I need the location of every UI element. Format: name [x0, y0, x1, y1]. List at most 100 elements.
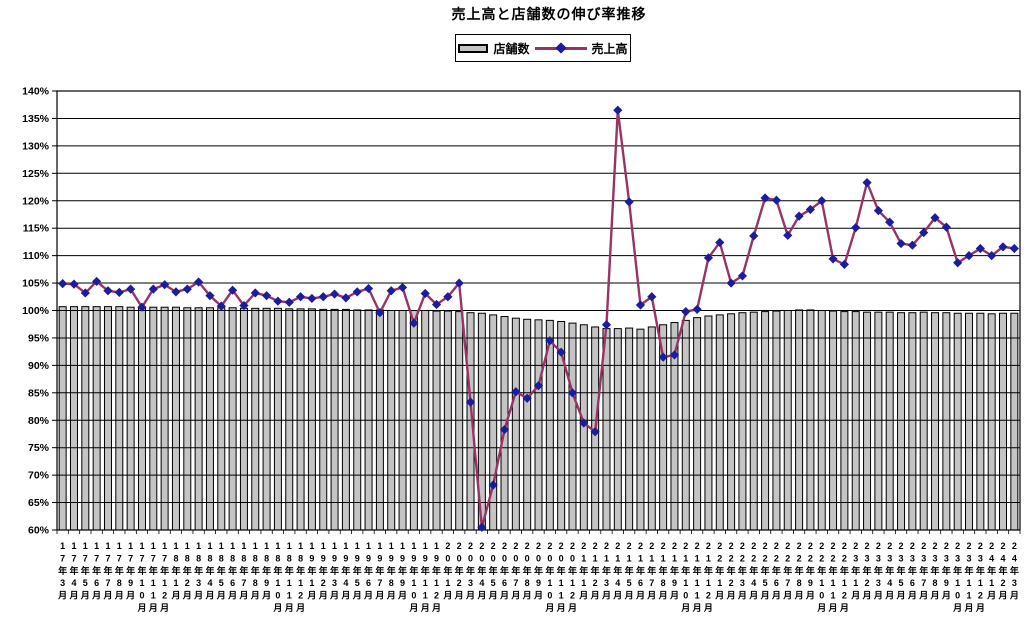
svg-text:2: 2	[842, 553, 847, 563]
svg-text:1: 1	[853, 578, 858, 588]
svg-text:年: 年	[455, 565, 464, 576]
svg-text:月: 月	[352, 591, 362, 601]
svg-text:年: 年	[353, 565, 362, 576]
svg-text:月: 月	[114, 591, 124, 601]
svg-text:年: 年	[659, 565, 668, 576]
svg-text:2: 2	[479, 541, 484, 551]
svg-text:2: 2	[672, 541, 677, 551]
svg-text:1: 1	[71, 541, 76, 551]
svg-text:4: 4	[751, 578, 756, 588]
svg-text:月: 月	[714, 591, 724, 601]
svg-text:6: 6	[94, 578, 99, 588]
svg-text:1: 1	[967, 578, 972, 588]
svg-text:年: 年	[296, 565, 305, 576]
svg-text:2: 2	[683, 541, 688, 551]
svg-text:1: 1	[411, 578, 416, 588]
svg-text:1: 1	[275, 541, 280, 551]
svg-text:9: 9	[400, 553, 405, 563]
svg-text:年: 年	[228, 565, 237, 576]
svg-text:1: 1	[445, 578, 450, 588]
svg-text:5: 5	[355, 578, 360, 588]
svg-text:月: 月	[1009, 591, 1019, 601]
svg-text:2: 2	[434, 591, 439, 601]
svg-text:2: 2	[819, 553, 824, 563]
svg-text:9: 9	[944, 578, 949, 588]
svg-text:年: 年	[795, 565, 804, 576]
svg-text:4: 4	[71, 578, 76, 588]
svg-text:年: 年	[511, 565, 520, 576]
svg-text:8: 8	[661, 578, 666, 588]
svg-text:月: 月	[193, 591, 203, 601]
svg-text:1: 1	[559, 578, 564, 588]
svg-text:2: 2	[774, 553, 779, 563]
svg-text:2: 2	[695, 541, 700, 551]
svg-text:2: 2	[581, 541, 586, 551]
svg-text:月: 月	[975, 603, 985, 613]
svg-text:8: 8	[298, 553, 303, 563]
svg-text:月: 月	[941, 591, 951, 601]
svg-text:月: 月	[284, 603, 294, 613]
svg-text:月: 月	[907, 591, 917, 601]
svg-text:9: 9	[808, 578, 813, 588]
svg-text:年: 年	[999, 565, 1008, 576]
svg-text:1: 1	[128, 541, 133, 551]
svg-text:6: 6	[638, 578, 643, 588]
svg-text:月: 月	[340, 591, 350, 601]
chart-title: 売上高と店舗数の伸び率推移	[451, 6, 647, 22]
svg-text:月: 月	[102, 591, 112, 601]
svg-text:年: 年	[976, 565, 985, 576]
svg-text:年: 年	[239, 565, 248, 576]
svg-text:年: 年	[851, 565, 860, 576]
svg-text:2: 2	[876, 541, 881, 551]
svg-text:年: 年	[885, 565, 894, 576]
svg-text:8: 8	[389, 578, 394, 588]
svg-text:0: 0	[468, 553, 473, 563]
svg-text:1: 1	[117, 541, 122, 551]
svg-text:2: 2	[525, 541, 530, 551]
svg-text:年: 年	[772, 565, 781, 576]
svg-text:0: 0	[479, 553, 484, 563]
svg-text:年: 年	[92, 565, 101, 576]
svg-text:3: 3	[604, 578, 609, 588]
svg-text:135%: 135%	[22, 113, 50, 125]
svg-text:年: 年	[919, 565, 928, 576]
svg-text:月: 月	[306, 591, 316, 601]
svg-text:8: 8	[207, 553, 212, 563]
svg-text:月: 月	[884, 591, 894, 601]
svg-text:9: 9	[423, 553, 428, 563]
svg-text:0: 0	[513, 553, 518, 563]
svg-text:年: 年	[251, 565, 260, 576]
svg-text:3: 3	[876, 553, 881, 563]
svg-text:年: 年	[806, 565, 815, 576]
svg-text:1: 1	[207, 541, 212, 551]
svg-text:1: 1	[94, 541, 99, 551]
svg-text:0: 0	[819, 591, 824, 601]
svg-text:年: 年	[69, 565, 78, 576]
svg-text:1: 1	[411, 541, 416, 551]
svg-text:2: 2	[638, 541, 643, 551]
svg-text:2: 2	[661, 541, 666, 551]
svg-text:3: 3	[60, 578, 65, 588]
svg-text:2: 2	[797, 541, 802, 551]
svg-text:9: 9	[389, 553, 394, 563]
svg-text:2: 2	[763, 553, 768, 563]
svg-text:1: 1	[627, 553, 632, 563]
svg-text:月: 月	[680, 603, 690, 613]
svg-text:1: 1	[287, 578, 292, 588]
svg-text:年: 年	[149, 565, 158, 576]
svg-text:年: 年	[443, 565, 452, 576]
svg-text:年: 年	[489, 565, 498, 576]
svg-text:5: 5	[491, 578, 496, 588]
svg-text:5: 5	[83, 578, 88, 588]
svg-text:1: 1	[695, 591, 700, 601]
svg-text:年: 年	[58, 565, 67, 576]
svg-text:8: 8	[253, 553, 258, 563]
svg-text:月: 月	[386, 591, 396, 601]
svg-text:1: 1	[649, 553, 654, 563]
svg-text:年: 年	[466, 565, 475, 576]
svg-text:1: 1	[581, 553, 586, 563]
svg-text:2: 2	[185, 578, 190, 588]
svg-text:1: 1	[264, 541, 269, 551]
